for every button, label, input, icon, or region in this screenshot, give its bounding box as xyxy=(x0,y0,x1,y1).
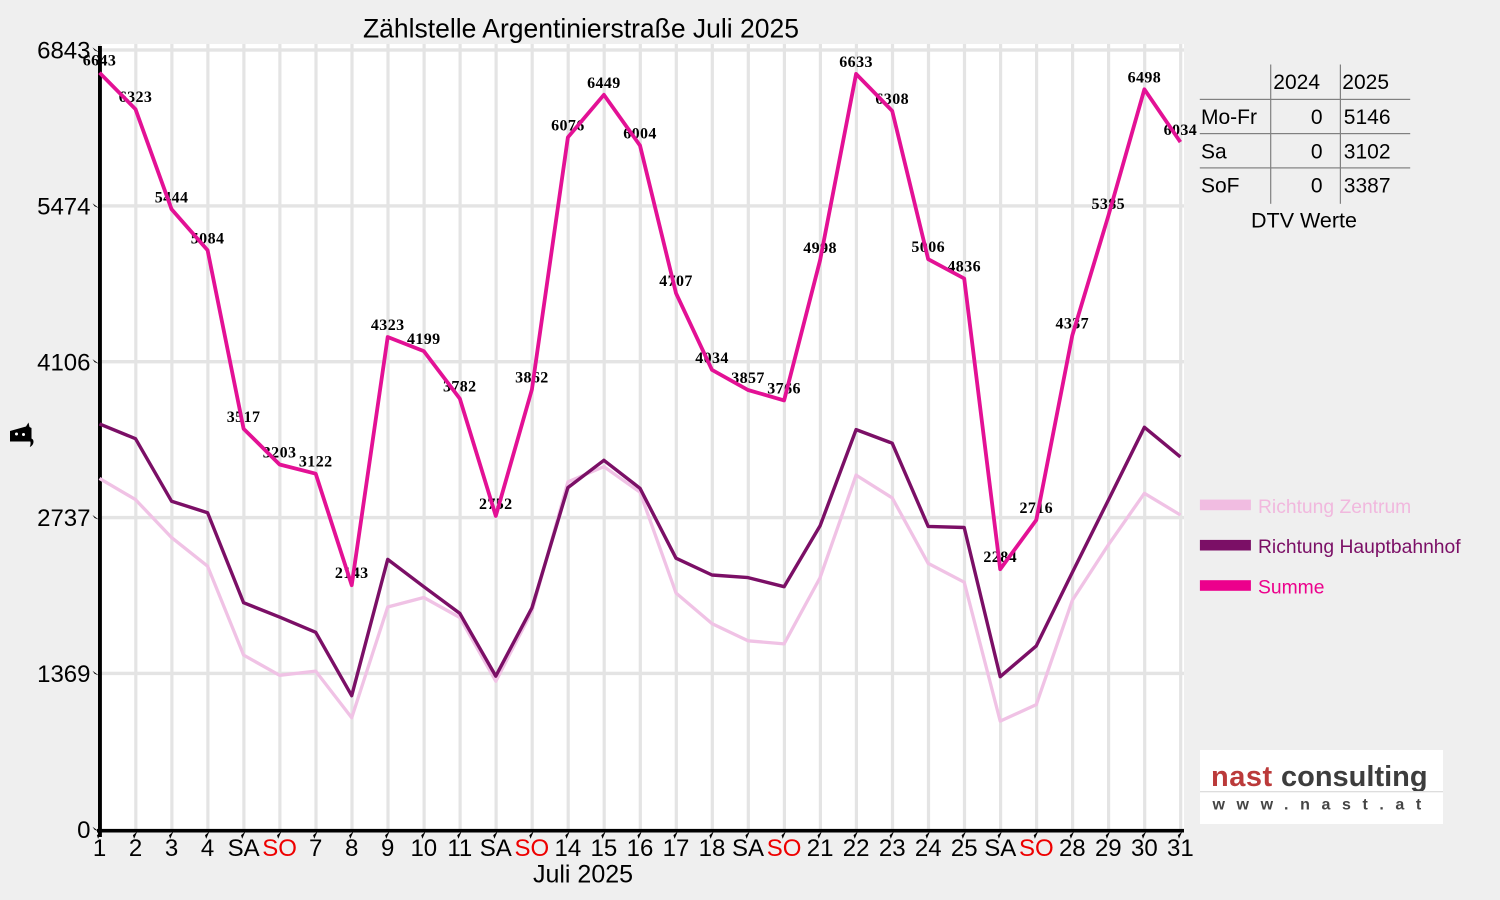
svg-text:15: 15 xyxy=(591,835,618,862)
svg-text:21: 21 xyxy=(807,835,834,862)
svg-text:6449: 6449 xyxy=(587,75,621,92)
svg-text:5444: 5444 xyxy=(155,189,189,206)
svg-text:2752: 2752 xyxy=(479,496,513,513)
svg-text:6004: 6004 xyxy=(623,126,657,143)
svg-text:4323: 4323 xyxy=(371,317,405,334)
svg-text:4106: 4106 xyxy=(37,349,90,376)
svg-text:2025: 2025 xyxy=(1342,71,1389,94)
svg-text:SO: SO xyxy=(262,835,297,862)
svg-text:23: 23 xyxy=(879,835,906,862)
svg-text:4337: 4337 xyxy=(1055,315,1089,332)
svg-text:30: 30 xyxy=(1131,835,1158,862)
svg-text:Mo-Fr: Mo-Fr xyxy=(1201,106,1257,129)
svg-text:22: 22 xyxy=(843,835,870,862)
svg-text:Sa: Sa xyxy=(1201,141,1227,164)
svg-text:6843: 6843 xyxy=(37,38,90,65)
svg-text:6498: 6498 xyxy=(1128,69,1162,86)
svg-text:0: 0 xyxy=(77,817,90,844)
svg-text:nast: nast xyxy=(1211,761,1273,793)
svg-text:3766: 3766 xyxy=(767,380,801,397)
svg-text:3: 3 xyxy=(165,835,178,862)
svg-text:5146: 5146 xyxy=(1344,106,1391,129)
svg-text:SA: SA xyxy=(480,835,512,862)
svg-text:SO: SO xyxy=(767,835,802,862)
svg-text:Summe: Summe xyxy=(1258,577,1324,598)
svg-text:Juli 2025: Juli 2025 xyxy=(533,861,633,889)
svg-text:0: 0 xyxy=(1311,106,1323,129)
svg-text:3387: 3387 xyxy=(1344,175,1391,198)
svg-text:0: 0 xyxy=(1311,175,1323,198)
svg-text:consulting: consulting xyxy=(1281,761,1428,793)
svg-text:6643: 6643 xyxy=(83,53,117,70)
svg-text:2: 2 xyxy=(129,835,142,862)
svg-text:SO: SO xyxy=(1019,835,1054,862)
svg-text:9: 9 xyxy=(381,835,394,862)
svg-text:4199: 4199 xyxy=(407,331,441,348)
svg-text:4034: 4034 xyxy=(695,350,729,367)
svg-text:29: 29 xyxy=(1095,835,1122,862)
svg-text:18: 18 xyxy=(699,835,726,862)
svg-text:1: 1 xyxy=(93,835,106,862)
svg-text:3122: 3122 xyxy=(299,454,333,471)
svg-text:8: 8 xyxy=(345,835,358,862)
svg-text:4836: 4836 xyxy=(947,259,981,276)
svg-text:2024: 2024 xyxy=(1273,71,1320,94)
svg-text:16: 16 xyxy=(627,835,654,862)
svg-text:5385: 5385 xyxy=(1091,196,1125,213)
svg-text:31: 31 xyxy=(1167,835,1194,862)
svg-text:25: 25 xyxy=(951,835,978,862)
svg-text:3517: 3517 xyxy=(227,409,261,426)
svg-text:5474: 5474 xyxy=(37,194,90,221)
svg-text:3102: 3102 xyxy=(1344,141,1391,164)
svg-text:5006: 5006 xyxy=(911,239,945,256)
svg-text:11: 11 xyxy=(447,835,472,862)
svg-text:0: 0 xyxy=(1311,141,1323,164)
svg-text:SoF: SoF xyxy=(1201,175,1240,198)
svg-text:28: 28 xyxy=(1059,835,1086,862)
svg-text:SA: SA xyxy=(732,835,764,862)
svg-text:10: 10 xyxy=(410,835,437,862)
svg-text:24: 24 xyxy=(915,835,942,862)
svg-text:4707: 4707 xyxy=(659,273,693,290)
svg-text:SA: SA xyxy=(984,835,1016,862)
svg-text:3857: 3857 xyxy=(731,370,765,387)
svg-text:3782: 3782 xyxy=(443,379,477,396)
svg-text:SO: SO xyxy=(515,835,550,862)
svg-text:2716: 2716 xyxy=(1019,500,1053,517)
svg-text:Zählstelle Argentinierstraße J: Zählstelle Argentinierstraße Juli 2025 xyxy=(363,14,799,44)
svg-text:Richtung Zentrum: Richtung Zentrum xyxy=(1258,497,1411,518)
svg-text:7: 7 xyxy=(309,835,322,862)
svg-text:2737: 2737 xyxy=(37,505,90,532)
svg-text:17: 17 xyxy=(663,835,690,862)
svg-text:1369: 1369 xyxy=(37,661,90,688)
svg-text:Richtung Hauptbahnhof: Richtung Hauptbahnhof xyxy=(1258,537,1461,558)
svg-text:14: 14 xyxy=(555,835,582,862)
svg-text:4: 4 xyxy=(201,835,214,862)
svg-text:DTV Werte: DTV Werte xyxy=(1251,209,1357,233)
svg-text:6633: 6633 xyxy=(839,54,873,71)
svg-text:4998: 4998 xyxy=(803,240,837,257)
svg-text:www.nast.at: www.nast.at xyxy=(1212,797,1433,814)
svg-text:SA: SA xyxy=(228,835,260,862)
